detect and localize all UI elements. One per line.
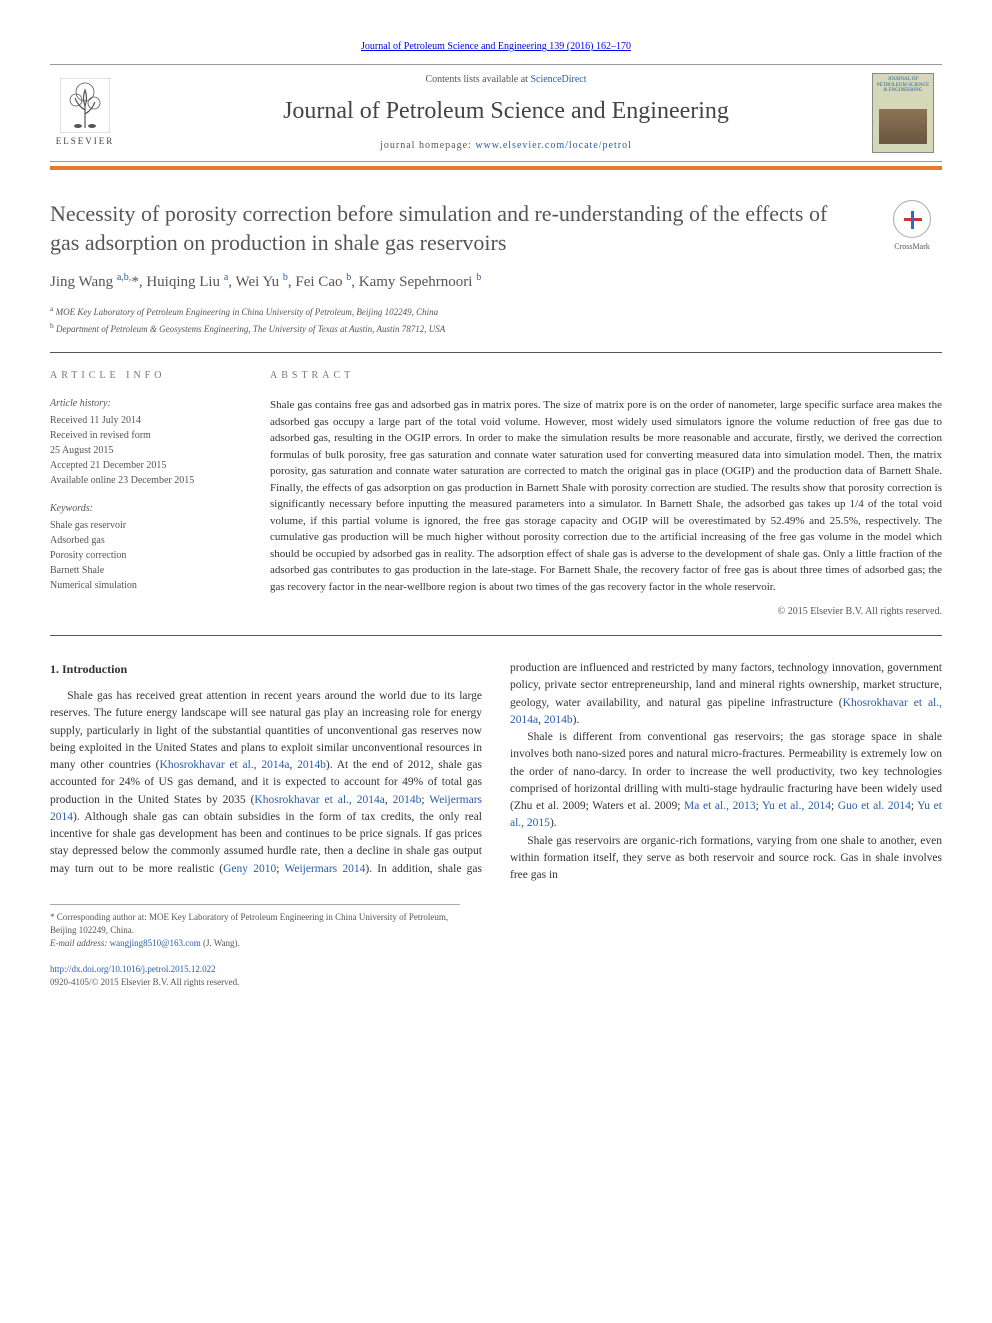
affiliations: a MOE Key Laboratory of Petroleum Engine… [50,303,942,336]
ref-link[interactable]: Khosrokhavar et al., 2014a [254,794,384,806]
ref-link[interactable]: 2014b [393,794,422,806]
ref-link[interactable]: Weijermars 2014 [284,863,365,875]
crossmark-label: CrossMark [882,241,942,252]
keyword-item: Numerical simulation [50,578,240,593]
header-citation: Journal of Petroleum Science and Enginee… [50,40,942,54]
article-info-column: ARTICLE INFO Article history: Received 1… [50,369,240,619]
authors-line: Jing Wang a,b,*, Huiqing Liu a, Wei Yu b… [50,271,942,293]
abstract-column: ABSTRACT Shale gas contains free gas and… [270,369,942,619]
history-list: Received 11 July 2014Received in revised… [50,413,240,488]
publisher-name: ELSEVIER [56,135,115,148]
intro-paragraph-2: Shale is different from conventional gas… [510,729,942,833]
page-container: Journal of Petroleum Science and Enginee… [0,0,992,1028]
ref-link[interactable]: Yu et al., 2014 [762,800,831,812]
issn-copyright: 0920-4105/© 2015 Elsevier B.V. All right… [50,976,942,989]
info-abstract-row: ARTICLE INFO Article history: Received 1… [50,353,942,635]
affiliation-item: b Department of Petroleum & Geosystems E… [50,320,942,337]
contents-prefix: Contents lists available at [425,74,530,85]
masthead-center: Contents lists available at ScienceDirec… [140,73,872,153]
article-info-label: ARTICLE INFO [50,369,240,383]
homepage-link[interactable]: www.elsevier.com/locate/petrol [475,140,632,151]
journal-name: Journal of Petroleum Science and Enginee… [140,95,872,129]
masthead: ELSEVIER Contents lists available at Sci… [50,64,942,162]
corresponding-author-note: * Corresponding author at: MOE Key Labor… [50,911,460,936]
journal-cover-block: JOURNAL OF PETROLEUM SCIENCE & ENGINEERI… [872,73,942,153]
abstract-text: Shale gas contains free gas and adsorbed… [270,397,942,595]
elsevier-tree-icon [60,78,110,133]
crossmark-badge[interactable]: CrossMark [882,200,942,252]
abstract-copyright: © 2015 Elsevier B.V. All rights reserved… [270,605,942,619]
history-item: Received 11 July 2014 [50,413,240,428]
history-item: Accepted 21 December 2015 [50,458,240,473]
journal-cover-title: JOURNAL OF PETROLEUM SCIENCE & ENGINEERI… [876,77,930,94]
email-label: E-mail address: [50,938,110,948]
intro-heading: 1. Introduction [50,660,482,678]
elsevier-logo[interactable]: ELSEVIER [50,73,120,153]
footer-meta: http://dx.doi.org/10.1016/j.petrol.2015.… [50,963,942,988]
ref-link[interactable]: Khosrokhavar et al., 2014a [160,759,290,771]
history-item: Available online 23 December 2015 [50,473,240,488]
body-section: 1. Introduction Shale gas has received g… [50,660,942,988]
ref-link[interactable]: 2014b [544,714,573,726]
contents-line: Contents lists available at ScienceDirec… [140,73,872,87]
intro-paragraph-3: Shale gas reservoirs are organic-rich fo… [510,833,942,885]
keyword-item: Barnett Shale [50,563,240,578]
article-title: Necessity of porosity correction before … [50,200,862,257]
sciencedirect-link[interactable]: ScienceDirect [530,74,586,85]
email-link[interactable]: wangjing8510@163.com [110,938,201,948]
keyword-item: Porosity correction [50,548,240,563]
affiliation-item: a MOE Key Laboratory of Petroleum Engine… [50,303,942,320]
citation-link[interactable]: Journal of Petroleum Science and Enginee… [361,41,631,52]
ref-link[interactable]: Ma et al., 2013 [684,800,756,812]
orange-divider [50,166,942,170]
email-suffix: (J. Wang). [201,938,240,948]
homepage-prefix: journal homepage: [380,140,475,151]
publisher-logo-block: ELSEVIER [50,73,140,153]
journal-cover[interactable]: JOURNAL OF PETROLEUM SCIENCE & ENGINEERI… [872,73,934,153]
email-line: E-mail address: wangjing8510@163.com (J.… [50,937,460,950]
homepage-line: journal homepage: www.elsevier.com/locat… [140,139,872,153]
crossmark-icon [893,200,931,238]
keywords-list: Shale gas reservoirAdsorbed gasPorosity … [50,518,240,593]
footnotes: * Corresponding author at: MOE Key Labor… [50,904,460,949]
history-item: 25 August 2015 [50,443,240,458]
divider-bottom [50,635,942,636]
ref-link[interactable]: 2014b [297,759,326,771]
ref-link[interactable]: Geny 2010 [223,863,276,875]
journal-cover-image [879,109,927,144]
doi-link[interactable]: http://dx.doi.org/10.1016/j.petrol.2015.… [50,964,216,974]
ref-link[interactable]: Guo et al. 2014 [838,800,911,812]
title-row: Necessity of porosity correction before … [50,200,942,257]
history-label: Article history: [50,397,240,411]
history-item: Received in revised form [50,428,240,443]
body-columns: 1. Introduction Shale gas has received g… [50,660,942,884]
keywords-label: Keywords: [50,502,240,516]
keyword-item: Shale gas reservoir [50,518,240,533]
keyword-item: Adsorbed gas [50,533,240,548]
abstract-label: ABSTRACT [270,369,942,383]
